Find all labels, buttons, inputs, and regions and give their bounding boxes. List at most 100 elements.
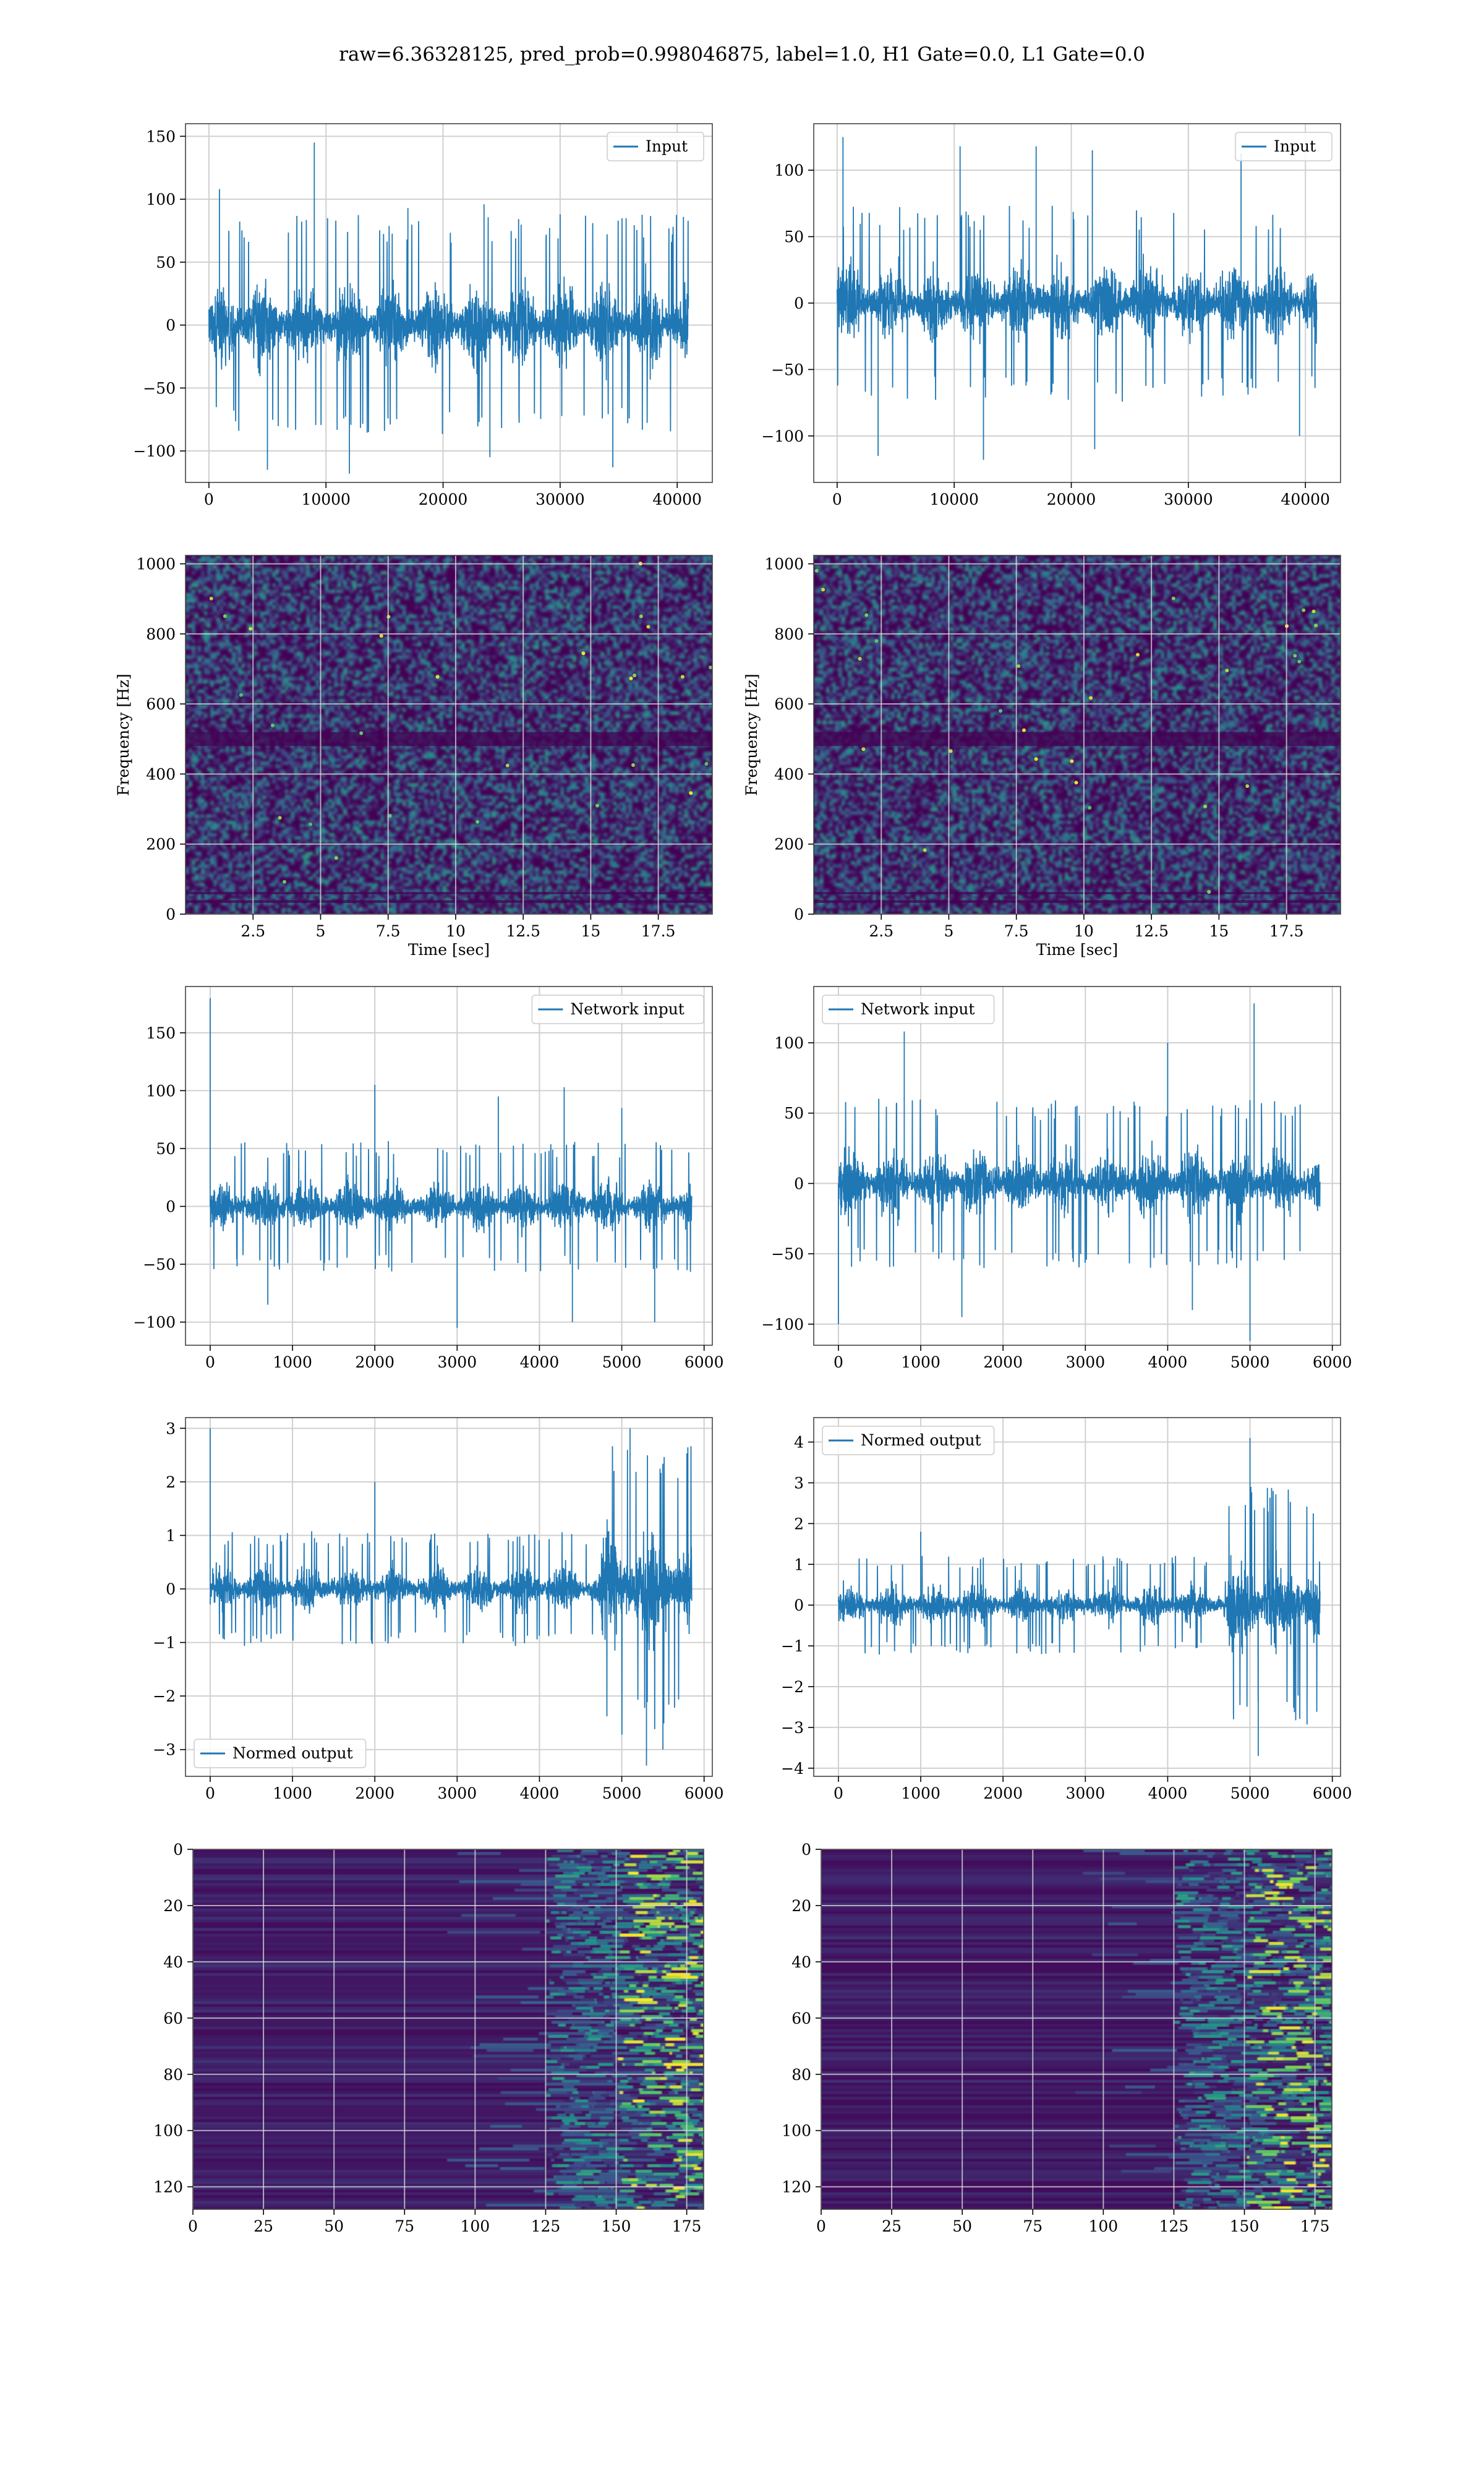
- row4-left-xtick-label: 6000: [684, 1784, 724, 1802]
- row5-left-ytick-label: 120: [153, 2178, 183, 2196]
- row5-right-ytick-label: 120: [782, 2178, 811, 2196]
- row3-left-ytick-label: 0: [166, 1197, 176, 1215]
- row5-left-xtick-label: 100: [460, 2217, 490, 2235]
- row2-right-y-axis-label: Frequency [Hz]: [743, 674, 761, 796]
- row5-right-xtick-label: 100: [1088, 2217, 1118, 2235]
- row3-left-xtick-label: 1000: [273, 1353, 312, 1371]
- row5-left-xtick-label: 0: [188, 2217, 198, 2235]
- row3-left-xtick-label: 5000: [602, 1353, 642, 1371]
- row5-right-xtick-label: 50: [952, 2217, 972, 2235]
- row5-right-ytick-label: 40: [791, 1953, 811, 1971]
- row1-left-ytick-label: −100: [133, 442, 176, 460]
- row5-right-axes-frame: [821, 1849, 1333, 2210]
- row4-left-ytick-label: −2: [153, 1687, 176, 1705]
- row4-right-xtick-label: 2000: [983, 1784, 1023, 1802]
- row3-right-ytick-label: 50: [784, 1105, 804, 1123]
- row4-right-ytick-label: 0: [794, 1596, 804, 1614]
- row2-left-ytick-label: 200: [146, 836, 176, 854]
- row1-left-xtick-label: 0: [204, 490, 214, 508]
- row2-left-xtick-label: 15: [581, 922, 600, 940]
- row3-left-axes-frame: [185, 986, 713, 1346]
- row5-left-grid: [193, 1849, 704, 2209]
- row4-left-xtick-label: 5000: [602, 1784, 642, 1802]
- row1-left-xtick-label: 40000: [652, 490, 702, 508]
- row2-left-xtick-label: 7.5: [376, 922, 401, 940]
- row5-left-ytick-label: 40: [163, 1953, 183, 1971]
- row5-right-ytick-label: 60: [791, 2010, 811, 2027]
- row1-left-ytick-label: 50: [156, 254, 176, 272]
- row1-left-xtick-label: 20000: [419, 490, 468, 508]
- row3-right-xtick-label: 0: [834, 1353, 843, 1371]
- row5-left-axes-frame: [192, 1849, 704, 2210]
- row5-left-feature-map-texture: [193, 1849, 704, 2209]
- row1-left-ytick-label: −50: [143, 379, 176, 397]
- row5-left-xtick-label: 75: [394, 2217, 414, 2235]
- row3-right-xtick-label: 6000: [1313, 1353, 1352, 1371]
- row5-left-ytick-label: 60: [163, 2010, 183, 2027]
- row5-right-feature-map-texture: [821, 1849, 1332, 2209]
- row5-right-panel: 0 25 50 75 100 125 150 175 0 20 40 60 80 100 120: [782, 1841, 1333, 2235]
- row5-left-xtick-label: 125: [531, 2217, 561, 2235]
- row4-right-ytick-label: 3: [794, 1474, 804, 1492]
- row3-right-panel: 0 1000 2000 3000 4000 5000 6000 −100 −50 0 50 100 Ne…: [761, 986, 1352, 1371]
- row5-right-xtick-label: 150: [1230, 2217, 1260, 2235]
- row3-right-ytick-label: −100: [761, 1316, 804, 1333]
- row2-left-ytick-label: 1000: [136, 555, 176, 573]
- row3-left-xtick-label: 4000: [520, 1353, 560, 1371]
- row3-right-xtick-label: 4000: [1148, 1353, 1188, 1371]
- row3-left-ytick-label: 150: [146, 1024, 176, 1042]
- row3-right-ytick-label: 100: [774, 1034, 804, 1052]
- row3-left-legend-label: Network input: [570, 1000, 684, 1018]
- row1-left-series-line: [208, 142, 689, 474]
- row1-right-ytick-label: −50: [771, 361, 804, 379]
- row2-right-panel: 2.5 5 7.5 10 12.5 15 17.5 0 200 400 600 800 1000 Time…: [743, 555, 1341, 959]
- row3-left-ytick-label: 50: [156, 1140, 176, 1158]
- row2-left-x-axis-label: Time [sec]: [408, 941, 490, 959]
- row4-left-xtick-label: 3000: [438, 1784, 477, 1802]
- row4-left-panel: 0 1000 2000 3000 4000 5000 6000 −3 −2 −1 0 1 2 3 Norme…: [153, 1417, 724, 1802]
- row1-right-legend-label: Input: [1274, 137, 1316, 155]
- row2-left-grid: [186, 555, 712, 914]
- row2-right-xtick-label: 2.5: [869, 922, 893, 940]
- row3-right-ytick-label: −50: [771, 1245, 804, 1263]
- row3-left-series-line: [210, 998, 693, 1328]
- row5-right-plot-area: [821, 1849, 1332, 2209]
- row5-left-ytick-label: 0: [173, 1841, 183, 1859]
- row4-left-ytick-label: −1: [153, 1634, 176, 1652]
- row3-right-legend-label: Network input: [861, 1000, 974, 1018]
- row1-left-panel: 0 10000 20000 30000 40000 −100 −50 0 50 100 150 Inp…: [133, 123, 713, 508]
- row3-left-xtick-label: 0: [205, 1353, 215, 1371]
- row1-right-xtick-label: 40000: [1281, 490, 1330, 508]
- row3-left-panel: 0 1000 2000 3000 4000 5000 6000 −100 −50 0 50 100 15…: [133, 986, 724, 1371]
- row4-left-series-line: [210, 1428, 693, 1766]
- row2-left-ytick-label: 0: [166, 905, 176, 923]
- row3-left-ytick-label: 100: [146, 1082, 176, 1100]
- row4-right-ytick-label: 1: [794, 1556, 804, 1573]
- row5-left-ytick-label: 80: [163, 2066, 183, 2084]
- row4-right-xtick-label: 0: [834, 1784, 843, 1802]
- row3-right-xtick-label: 2000: [983, 1353, 1023, 1371]
- row4-right-xtick-label: 4000: [1148, 1784, 1188, 1802]
- row4-left-ytick-label: 2: [166, 1473, 176, 1491]
- row3-right-xtick-label: 1000: [901, 1353, 940, 1371]
- row1-right-xtick-label: 10000: [929, 490, 979, 508]
- row4-right-ytick-label: −1: [781, 1637, 804, 1655]
- row3-right-ytick-label: 0: [794, 1175, 804, 1192]
- row2-left-xtick-label: 17.5: [641, 922, 676, 940]
- row2-left-axes-frame: [185, 555, 713, 915]
- row4-right-panel: 0 1000 2000 3000 4000 5000 6000 −4 −3 −2 −1 0 1 2 3 4 No…: [781, 1417, 1352, 1802]
- row4-left-xtick-label: 0: [205, 1784, 215, 1802]
- row1-right-ytick-label: 50: [784, 228, 804, 246]
- row3-right-xtick-label: 5000: [1230, 1353, 1270, 1371]
- row1-left-ytick-label: 100: [146, 190, 176, 208]
- row1-left-xtick-label: 10000: [301, 490, 351, 508]
- row3-left-plot-area: [186, 987, 712, 1345]
- row5-right-xtick-label: 175: [1300, 2217, 1330, 2235]
- row1-right-legend: Input: [1235, 132, 1333, 161]
- row2-right-x-axis-label: Time [sec]: [1036, 941, 1118, 959]
- row4-right-ytick-label: −4: [781, 1760, 804, 1778]
- row3-right-series-line: [838, 1003, 1321, 1342]
- row1-left-ytick-label: 0: [166, 317, 176, 335]
- row2-right-xtick-label: 15: [1209, 922, 1229, 940]
- row5-left-xtick-label: 175: [672, 2217, 702, 2235]
